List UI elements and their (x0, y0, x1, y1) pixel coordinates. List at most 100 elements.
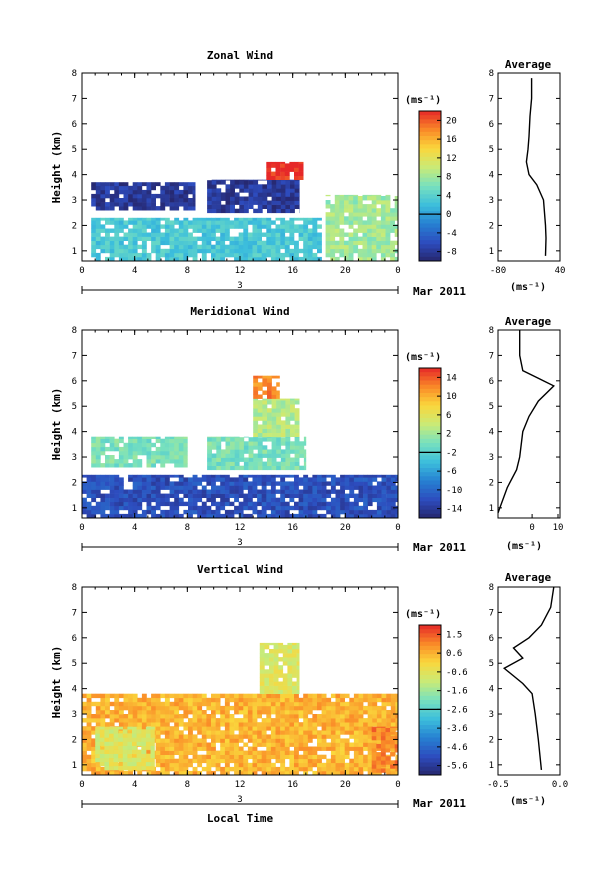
heatmap-cell (114, 489, 120, 494)
heatmap-cell (224, 705, 230, 711)
heatmap-cell (150, 765, 155, 771)
profile-line (497, 330, 555, 514)
heatmap-cell (230, 179, 235, 181)
heatmap-cell (334, 228, 340, 233)
colorbar-segment (419, 430, 441, 436)
heatmap-cell (132, 722, 138, 727)
x-tick-label: 4 (132, 780, 137, 790)
heatmap-cell (188, 710, 193, 715)
heatmap-cell (344, 256, 349, 262)
heatmap-cell (340, 766, 345, 772)
heatmap-cell (243, 228, 249, 233)
heatmap-cell (307, 240, 313, 246)
heatmap-cell (137, 182, 143, 187)
colorbar-segment (419, 244, 441, 249)
heatmap-cell (132, 749, 137, 754)
heatmap-cell (91, 750, 97, 755)
heatmap-cell (287, 681, 293, 686)
heatmap-cell (155, 236, 161, 241)
heatmap-cell (100, 446, 106, 452)
colorbar-tick-label: 8 (446, 173, 451, 183)
heatmap-cell (211, 445, 217, 450)
heatmap-cell (86, 693, 92, 699)
heatmap-cell (330, 248, 336, 254)
profile-title: Average (505, 58, 552, 71)
profile-y-tick-label: 3 (489, 196, 494, 206)
heatmap-cell (118, 737, 124, 742)
heatmap-cell (215, 485, 221, 490)
heatmap-cell (276, 404, 282, 409)
heatmap-cell (261, 474, 267, 478)
heatmap-cell (164, 198, 170, 203)
heatmap-cell (137, 224, 143, 229)
heatmap-cell (192, 202, 196, 207)
panel-title: Vertical Wind (197, 563, 283, 576)
colorbar-segment (419, 708, 441, 713)
heatmap-cell (376, 248, 382, 254)
heatmap-cell (174, 762, 180, 768)
heatmap-cell (276, 428, 282, 433)
heatmap-cell (380, 248, 386, 254)
heatmap-cell (234, 718, 239, 723)
heatmap-cell (225, 188, 231, 193)
heatmap-cell (160, 497, 166, 503)
profile-x-tick-label: 0.0 (552, 780, 568, 790)
heatmap-cell (91, 217, 97, 221)
heatmap-cell (257, 513, 262, 519)
heatmap-cell (340, 730, 345, 735)
heatmap-cell (178, 463, 184, 468)
heatmap-cell (271, 192, 277, 197)
heatmap-cell (358, 714, 364, 719)
heatmap-cell (280, 770, 286, 776)
heatmap-cell (211, 714, 216, 719)
heatmap-cell (349, 722, 355, 727)
heatmap-cell (367, 224, 372, 229)
heatmap-cell (100, 477, 106, 482)
heatmap-cell (253, 200, 259, 205)
heatmap-cell (234, 445, 240, 450)
heatmap-cell (330, 204, 336, 209)
heatmap-cell (188, 738, 193, 743)
heatmap-cell (229, 236, 235, 241)
heatmap-cell (91, 450, 97, 456)
heatmap-cell (146, 493, 152, 498)
heatmap-cell (164, 501, 170, 507)
heatmap-cell (349, 493, 355, 498)
heatmap-cell (376, 244, 382, 250)
heatmap-cell (238, 256, 244, 262)
heatmap-cell (211, 228, 216, 233)
heatmap-cell (262, 184, 268, 189)
heatmap-cell (326, 509, 332, 515)
heatmap-cell (100, 463, 106, 468)
heatmap-cell (344, 200, 349, 205)
heatmap-cell (192, 497, 198, 503)
heatmap-cell (253, 188, 259, 193)
heatmap-cell (271, 394, 277, 399)
heatmap-cell (317, 217, 322, 221)
heatmap-cells (81, 586, 399, 776)
heatmap-cell (269, 685, 274, 690)
heatmap-cell (289, 161, 295, 164)
heatmap-cell (216, 179, 222, 181)
heatmap-cell (276, 441, 282, 446)
heatmap-cell (275, 497, 281, 503)
y-tick-label: 5 (72, 402, 77, 412)
heatmap-cell (262, 196, 268, 201)
heatmap-cell (259, 685, 265, 690)
heatmap-cell (357, 252, 363, 258)
heatmap-cell (225, 192, 231, 197)
heatmap-cell (123, 493, 129, 498)
heatmap-cell (257, 192, 263, 197)
heatmap-cell (348, 232, 354, 237)
heatmap-cell (141, 733, 147, 738)
heatmap-cell (220, 705, 226, 711)
heatmap-cell (137, 244, 143, 250)
heatmap-cell (100, 509, 106, 515)
heatmap-cell (174, 497, 180, 503)
x-tick-label: 20 (340, 523, 351, 533)
heatmap-cell (160, 493, 166, 498)
heatmap-cell (118, 753, 124, 759)
heatmap-cell (132, 754, 138, 760)
heatmap-cell (367, 726, 373, 731)
heatmap-cell (141, 513, 147, 519)
